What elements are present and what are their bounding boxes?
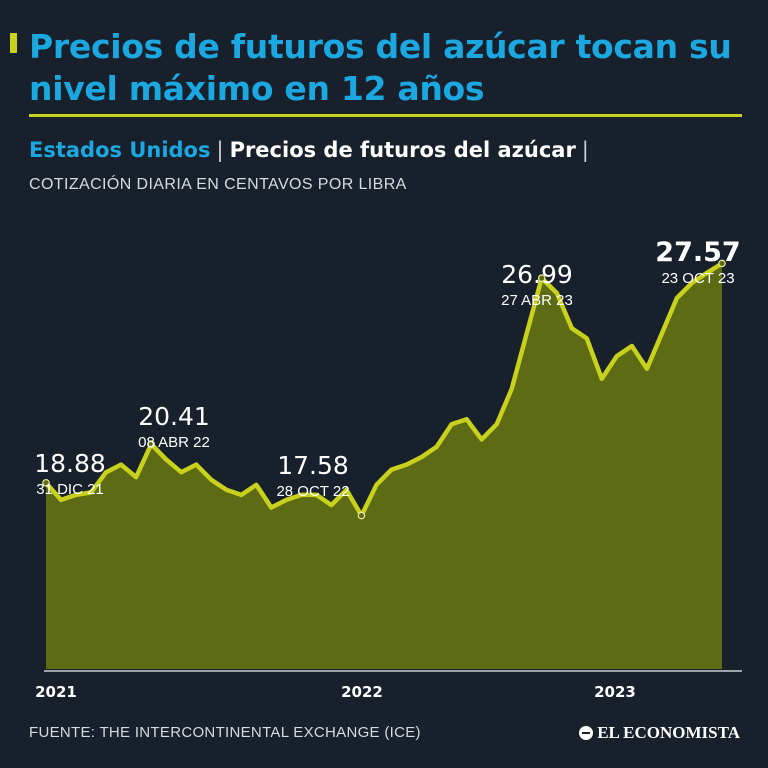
source-note: FUENTE: THE INTERCONTINENTAL EXCHANGE (I…: [29, 724, 421, 741]
title-divider: [29, 114, 742, 117]
title-accent-bar: [10, 33, 17, 53]
price-line: [43, 261, 725, 518]
chart-subtitle: Estados Unidos | Precios de futuros del az…: [29, 138, 595, 162]
separator: |: [216, 138, 224, 162]
annotation-value: 26.99: [501, 260, 573, 289]
x-tick-label: 2023: [594, 683, 636, 701]
logo-text: EL ECONOMISTA: [597, 723, 740, 742]
brand-logo: EL ECONOMISTA: [579, 723, 740, 743]
annotation-point: [147, 440, 155, 448]
annotation-date: 28 OCT 22: [276, 483, 349, 500]
logo-icon: [579, 726, 594, 740]
series-title: Precios de futuros del azúcar: [229, 138, 576, 162]
annotation-value: 17.58: [277, 451, 349, 480]
annotation-point: [357, 511, 366, 520]
country-label: Estados Unidos: [29, 138, 211, 162]
annotation-date: 27 ABR 23: [501, 292, 573, 309]
annotation-date: 23 OCT 23: [661, 270, 734, 287]
annotation-value: 18.88: [34, 449, 106, 478]
x-tick-label: 2022: [341, 683, 383, 701]
annotation-date: 08 ABR 22: [138, 434, 210, 451]
annotation-date: 31 DIC 21: [36, 481, 104, 498]
annotation-point: [718, 259, 726, 268]
separator: |: [581, 138, 589, 162]
x-tick-label: 2021: [35, 683, 77, 701]
annotation-value: 27.57: [655, 237, 740, 268]
page-title: Precios de futuros del azúcar tocan su n…: [29, 27, 732, 108]
annotation-point: [42, 478, 50, 487]
unit-label: COTIZACIÓN DIARIA EN CENTAVOS POR LIBRA: [29, 176, 407, 193]
annotation-point: [537, 274, 546, 282]
price-area: [46, 263, 722, 669]
annotation-value: 20.41: [138, 402, 210, 431]
